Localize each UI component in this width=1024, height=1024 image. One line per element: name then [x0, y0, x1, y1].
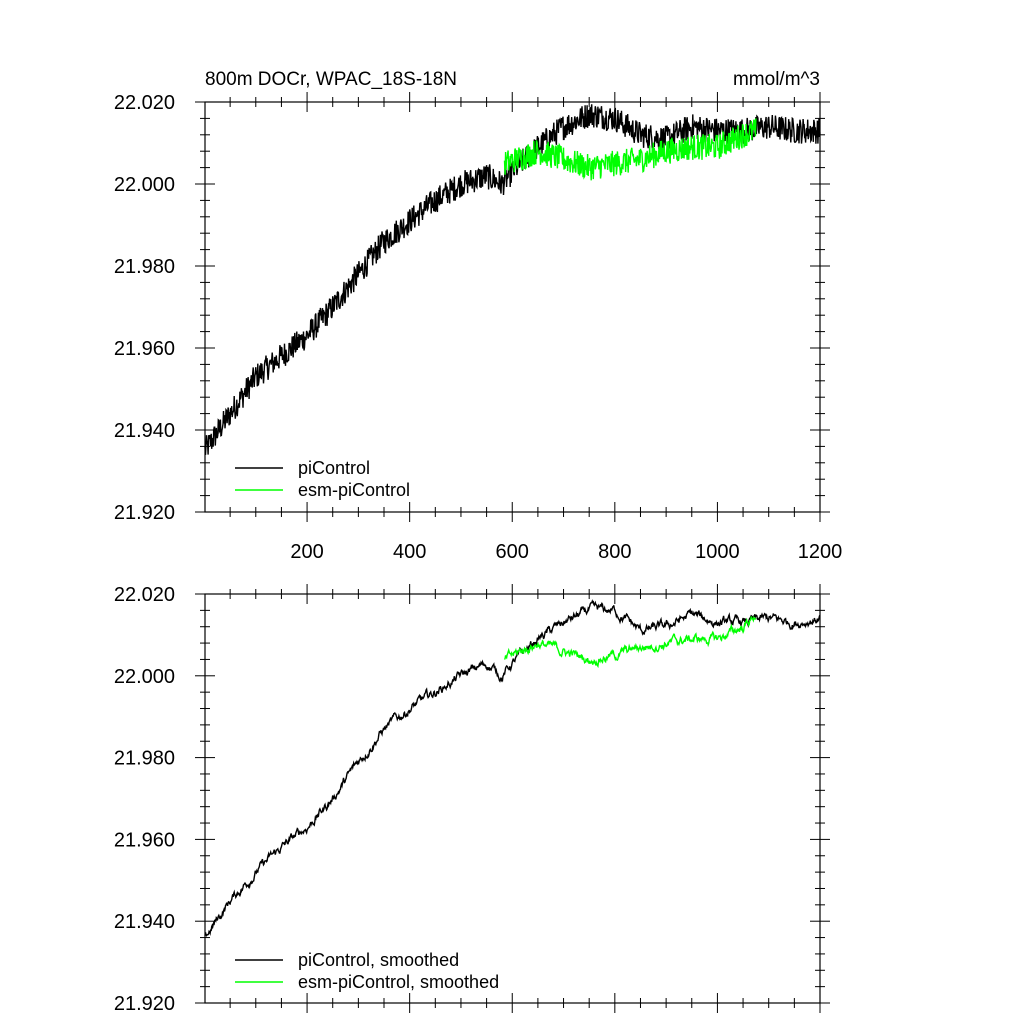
- x-tick-label: 1000: [695, 541, 740, 563]
- y-tick-label: 22.020: [114, 584, 175, 606]
- axes: 21.920 21.940 21.960 21.980 22.000 22.020: [114, 584, 830, 1015]
- series-layer: [204, 599, 821, 937]
- legend: piControl, smoothed esm-piControl, smoot…: [235, 950, 499, 992]
- y-tick-label: 21.940: [114, 911, 175, 933]
- legend-label-esm-picontrol-smoothed: esm-piControl, smoothed: [298, 972, 499, 992]
- chart-title: 800m DOCr, WPAC_18S-18N: [205, 69, 457, 90]
- series-line-esm-picontrol-smoothed: [503, 615, 757, 669]
- axes: 200 400 600 800 1000 1200 21.920 21.940 21.960 21…: [114, 92, 842, 563]
- bottom-panel: 21.920 21.940 21.960 21.980 22.000 22.020 piC…: [114, 584, 830, 1015]
- legend-label-picontrol: piControl: [298, 458, 370, 478]
- x-tick-label: 600: [496, 541, 529, 563]
- x-tick-label: 200: [290, 541, 323, 563]
- y-tick-label: 21.980: [114, 256, 175, 278]
- y-tick-label: 22.020: [114, 92, 175, 114]
- y-tick-label: 21.960: [114, 829, 175, 851]
- y-tick-label: 22.000: [114, 666, 175, 688]
- y-tick-label: 21.940: [114, 420, 175, 442]
- series-layer: [204, 104, 821, 455]
- series-line-esm-picontrol: [503, 118, 757, 181]
- units-label: mmol/m^3: [733, 69, 820, 90]
- top-panel: 800m DOCr, WPAC_18S-18N mmol/m^3 200 400 6…: [114, 69, 842, 563]
- y-tick-label: 21.980: [114, 748, 175, 770]
- y-tick-label: 21.920: [114, 993, 175, 1015]
- x-tick-label: 800: [598, 541, 631, 563]
- y-tick-label: 21.960: [114, 338, 175, 360]
- y-tick-label: 21.920: [114, 502, 175, 524]
- legend-label-esm-picontrol: esm-piControl: [298, 480, 410, 500]
- legend: piControl esm-piControl: [235, 458, 410, 500]
- series-line-picontrol-smoothed: [204, 599, 821, 937]
- x-tick-label: 1200: [798, 541, 843, 563]
- legend-label-picontrol-smoothed: piControl, smoothed: [298, 950, 459, 970]
- y-tick-label: 22.000: [114, 174, 175, 196]
- x-tick-label: 400: [393, 541, 426, 563]
